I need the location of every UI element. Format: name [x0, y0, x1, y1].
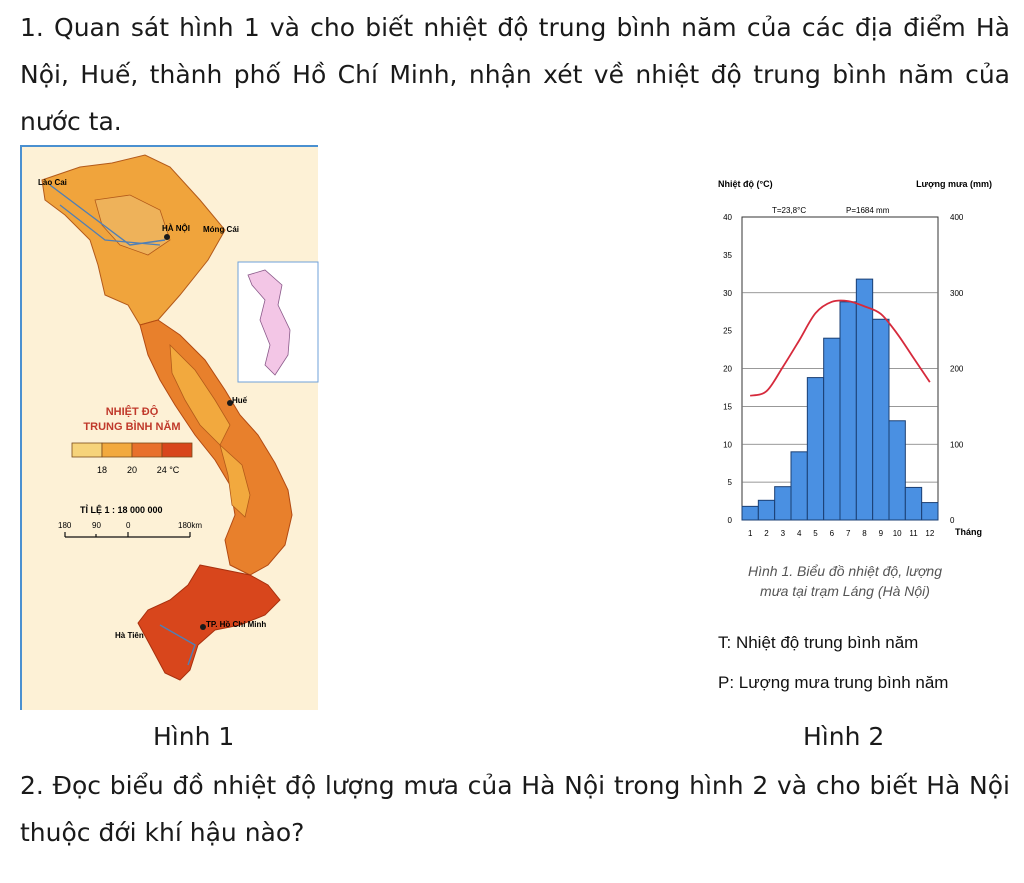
label-ha-noi: HÀ NỘI [162, 224, 190, 233]
rainfall-bar-10 [888, 420, 906, 521]
rainfall-bar-12 [921, 502, 939, 521]
legend-tick-20: 20 [127, 465, 137, 475]
y-left-label: Nhiệt độ (°C) [718, 179, 773, 189]
x-tick: 2 [764, 529, 769, 538]
rainfall-bar-5 [806, 377, 825, 521]
y-right-tick: 100 [950, 440, 964, 449]
figure2-caption: Hình 2 [803, 722, 885, 751]
rainfall-bar-4 [790, 451, 808, 521]
scale-tick-180: 180 [58, 521, 72, 530]
y-left-tick: 15 [723, 402, 732, 411]
label-mong-cai: Móng Cái [203, 225, 239, 234]
note-p: P: Lượng mưa trung bình năm [718, 673, 949, 692]
x-tick: 8 [862, 529, 867, 538]
x-tick: 6 [830, 529, 835, 538]
y-left-tick: 40 [723, 213, 732, 222]
scale-bar [64, 532, 191, 538]
label-ha-tien: Hà Tiên [115, 631, 144, 640]
x-tick: 3 [781, 529, 786, 538]
scale-tick-0: 0 [126, 521, 131, 530]
y-left-tick: 10 [723, 440, 732, 449]
legend-swatch [71, 442, 103, 458]
rainfall-bar-7 [839, 301, 857, 521]
y-left-tick: 30 [723, 289, 732, 298]
x-tick: 5 [813, 529, 818, 538]
x-tick: 9 [879, 529, 884, 538]
question-2: 2. Đọc biểu đồ nhiệt độ lượng mưa của Hà… [20, 771, 1010, 847]
figure1-caption: Hình 1 [153, 722, 235, 751]
y-right-tick: 400 [950, 213, 964, 222]
temperature-line [749, 299, 931, 397]
question-1: 1. Quan sát hình 1 và cho biết nhiệt độ … [20, 13, 1010, 136]
chart-title-line1: Hình 1. Biểu đồ nhiệt độ, lượng [747, 563, 943, 579]
temperature-legend [71, 442, 193, 458]
scale-tick-180km: 180km [178, 521, 202, 530]
rainfall-bar-6 [823, 337, 841, 521]
x-tick: 10 [893, 529, 902, 538]
x-tick: 4 [797, 529, 802, 538]
x-tick: 1 [748, 529, 753, 538]
city-marker-ha-noi [164, 234, 170, 240]
y-right-tick: 300 [950, 289, 964, 298]
y-left-tick: 20 [723, 365, 732, 374]
climate-chart: Nhiệt độ (°C) Lượng mưa (mm) T=23,8°C P=… [718, 179, 992, 538]
y-left-tick: 35 [723, 251, 732, 260]
y-right-tick: 0 [950, 516, 955, 525]
legend-tick-24: 24 °C [157, 465, 180, 475]
rainfall-bar-11 [904, 486, 923, 521]
legend-swatch [131, 442, 163, 458]
rainfall-bar-9 [872, 318, 890, 521]
city-marker-hcm [200, 624, 206, 630]
note-t: T: Nhiệt độ trung bình năm [718, 633, 919, 652]
rainfall-bar-1 [741, 505, 759, 521]
legend-title-line1: NHIỆT ĐỘ [106, 405, 159, 418]
label-hue: Huế [232, 396, 248, 405]
rainfall-bar-3 [774, 486, 792, 521]
rainfall-bar-8 [855, 278, 874, 521]
legend-tick-18: 18 [97, 465, 107, 475]
x-tick: 11 [909, 529, 918, 538]
label-lao-cai: Lào Cai [38, 178, 67, 187]
x-tick: 7 [846, 529, 851, 538]
x-tick: 12 [925, 529, 934, 538]
label-hcm: TP. Hồ Chí Minh [206, 620, 266, 629]
x-axis-label: Tháng [955, 527, 982, 537]
y-left-tick: 25 [723, 327, 732, 336]
y-left-tick: 0 [728, 516, 733, 525]
legend-title-line2: TRUNG BÌNH NĂM [83, 420, 180, 433]
annotation-p: P=1684 mm [846, 206, 890, 215]
vietnam-temperature-map: Lào Cai HÀ NỘI Móng Cái Huế TP. Hồ Chí M… [20, 145, 319, 710]
annotation-t: T=23,8°C [772, 206, 806, 215]
legend-swatch [101, 442, 133, 458]
legend-swatch [161, 442, 193, 458]
y-right-tick: 200 [950, 365, 964, 374]
y-right-label: Lượng mưa (mm) [916, 179, 992, 189]
rainfall-bar-2 [757, 499, 776, 521]
y-left-tick: 5 [728, 478, 733, 487]
scale-tick-90: 90 [92, 521, 101, 530]
chart-title-line2: mưa tại trạm Láng (Hà Nội) [760, 583, 930, 599]
city-marker-hue [227, 400, 233, 406]
scale-title: TỈ LỆ 1 : 18 000 000 [80, 504, 163, 515]
